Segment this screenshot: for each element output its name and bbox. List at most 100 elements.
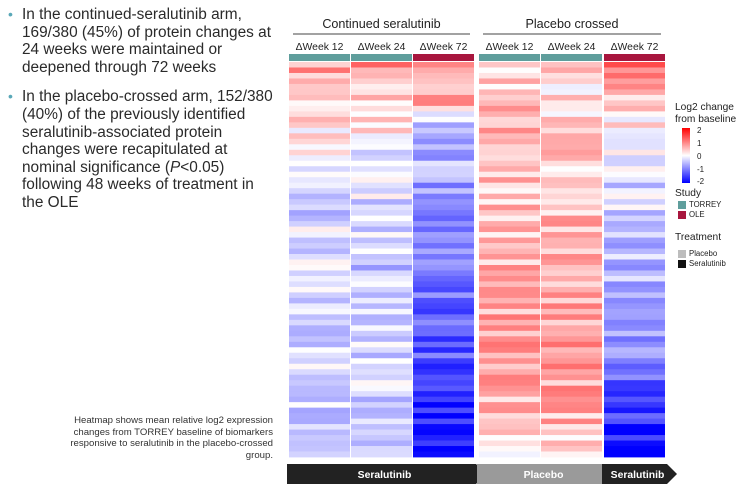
heatmap-cell bbox=[413, 341, 474, 348]
heatmap-cell bbox=[289, 138, 350, 145]
heatmap-cell bbox=[351, 133, 412, 140]
group-label: Placebo crossed bbox=[525, 17, 618, 31]
treatment-label: Seralutinib bbox=[611, 470, 665, 481]
column-label: ΔWeek 12 bbox=[486, 42, 534, 53]
heatmap-cell bbox=[413, 330, 474, 337]
heatmap-cell bbox=[479, 451, 540, 458]
heatmap-cell bbox=[541, 336, 602, 343]
heatmap-cell bbox=[479, 254, 540, 260]
heatmap-cell bbox=[604, 226, 665, 233]
heatmap-cell bbox=[541, 122, 602, 129]
heatmap-cell bbox=[351, 440, 412, 447]
heatmap-cell bbox=[289, 62, 350, 68]
column-label: ΔWeek 72 bbox=[611, 42, 659, 53]
heatmap-cell bbox=[413, 352, 474, 359]
heatmap-cell bbox=[541, 144, 602, 151]
heatmap-cell bbox=[289, 418, 350, 425]
heatmap-cell bbox=[541, 67, 602, 74]
heatmap-cell bbox=[351, 226, 412, 233]
heatmap-cell bbox=[541, 138, 602, 145]
heatmap-cell bbox=[351, 413, 412, 419]
heatmap-cell bbox=[541, 210, 602, 217]
heatmap-cell bbox=[289, 133, 350, 140]
heatmap-cell bbox=[479, 221, 540, 227]
heatmap-cell bbox=[604, 264, 665, 271]
heatmap-cell bbox=[479, 232, 540, 238]
heatmap-cell bbox=[541, 281, 602, 288]
heatmap-cell bbox=[479, 325, 540, 332]
heatmap-cell bbox=[413, 83, 474, 90]
heatmap-cell bbox=[604, 149, 665, 156]
heatmap-cell bbox=[479, 215, 540, 222]
heatmap-cell bbox=[413, 171, 474, 178]
heatmap-cell bbox=[479, 62, 540, 68]
heatmap-cell bbox=[413, 451, 474, 458]
heatmap-cell bbox=[479, 199, 540, 206]
heatmap-cell bbox=[604, 116, 665, 123]
heatmap-cell bbox=[479, 435, 540, 441]
heatmap-cell bbox=[289, 385, 350, 392]
heatmap-cell bbox=[289, 193, 350, 200]
heatmap-cell bbox=[479, 380, 540, 387]
heatmap-cell bbox=[413, 402, 474, 409]
heatmap-cell bbox=[479, 78, 540, 85]
heatmap-cell bbox=[289, 221, 350, 227]
heatmap-cell bbox=[479, 369, 540, 376]
treatment-segment bbox=[477, 464, 614, 484]
heatmap-cell bbox=[541, 248, 602, 255]
heatmap-cell bbox=[351, 308, 412, 315]
heatmap-cell bbox=[289, 358, 350, 365]
heatmap-cell bbox=[289, 451, 350, 458]
heatmap-cell bbox=[351, 407, 412, 414]
heatmap-cell bbox=[604, 303, 665, 310]
heatmap-cell bbox=[541, 347, 602, 354]
heatmap-cell bbox=[479, 330, 540, 337]
heatmap-cell bbox=[541, 435, 602, 441]
heatmap-cell bbox=[351, 352, 412, 359]
heatmap-cell bbox=[351, 72, 412, 79]
heatmap-cell bbox=[604, 336, 665, 343]
heatmap-cell bbox=[479, 122, 540, 129]
heatmap-cell bbox=[289, 105, 350, 112]
heatmap-cell bbox=[479, 127, 540, 134]
heatmap-cell bbox=[413, 166, 474, 173]
heatmap-cell bbox=[351, 122, 412, 129]
legend-label: TORREY bbox=[689, 200, 722, 209]
heatmap-cell bbox=[541, 254, 602, 260]
heatmap-cell bbox=[479, 171, 540, 178]
heatmap-cell bbox=[351, 319, 412, 326]
heatmap-cell bbox=[413, 254, 474, 260]
heatmap-cell bbox=[351, 286, 412, 293]
heatmap-cell bbox=[604, 160, 665, 167]
heatmap-cell bbox=[289, 292, 350, 299]
heatmap-cell bbox=[413, 429, 474, 436]
bullet-text: In the continued-seralutinib arm, 169/38… bbox=[22, 6, 271, 76]
heatmap-cell bbox=[413, 199, 474, 206]
scale-tick: 1 bbox=[697, 139, 702, 148]
heatmap-cell bbox=[289, 127, 350, 134]
heatmap-cell bbox=[604, 429, 665, 436]
heatmap-cell bbox=[604, 391, 665, 398]
heatmap-cell bbox=[604, 171, 665, 178]
heatmap-cell bbox=[604, 446, 665, 452]
heatmap-cell bbox=[413, 243, 474, 249]
heatmap-cell bbox=[604, 396, 665, 403]
heatmap-cell bbox=[541, 89, 602, 96]
heatmap-cell bbox=[289, 435, 350, 441]
ole-swatch bbox=[678, 210, 686, 219]
heatmap-cell bbox=[604, 144, 665, 151]
heatmap-cell bbox=[289, 396, 350, 403]
heatmap-cell bbox=[413, 407, 474, 414]
heatmap-cell bbox=[604, 369, 665, 376]
heatmap-cell bbox=[351, 314, 412, 321]
heatmap-cell bbox=[479, 149, 540, 156]
heatmap-cell bbox=[541, 171, 602, 178]
heatmap-cell bbox=[289, 446, 350, 452]
heatmap-cell bbox=[289, 424, 350, 430]
heatmap-cell bbox=[289, 254, 350, 260]
heatmap-cell bbox=[351, 94, 412, 101]
heatmap-cell bbox=[604, 292, 665, 299]
heatmap-cell bbox=[541, 193, 602, 200]
heatmap-cell bbox=[351, 374, 412, 381]
treatment-label: Placebo bbox=[524, 470, 564, 481]
